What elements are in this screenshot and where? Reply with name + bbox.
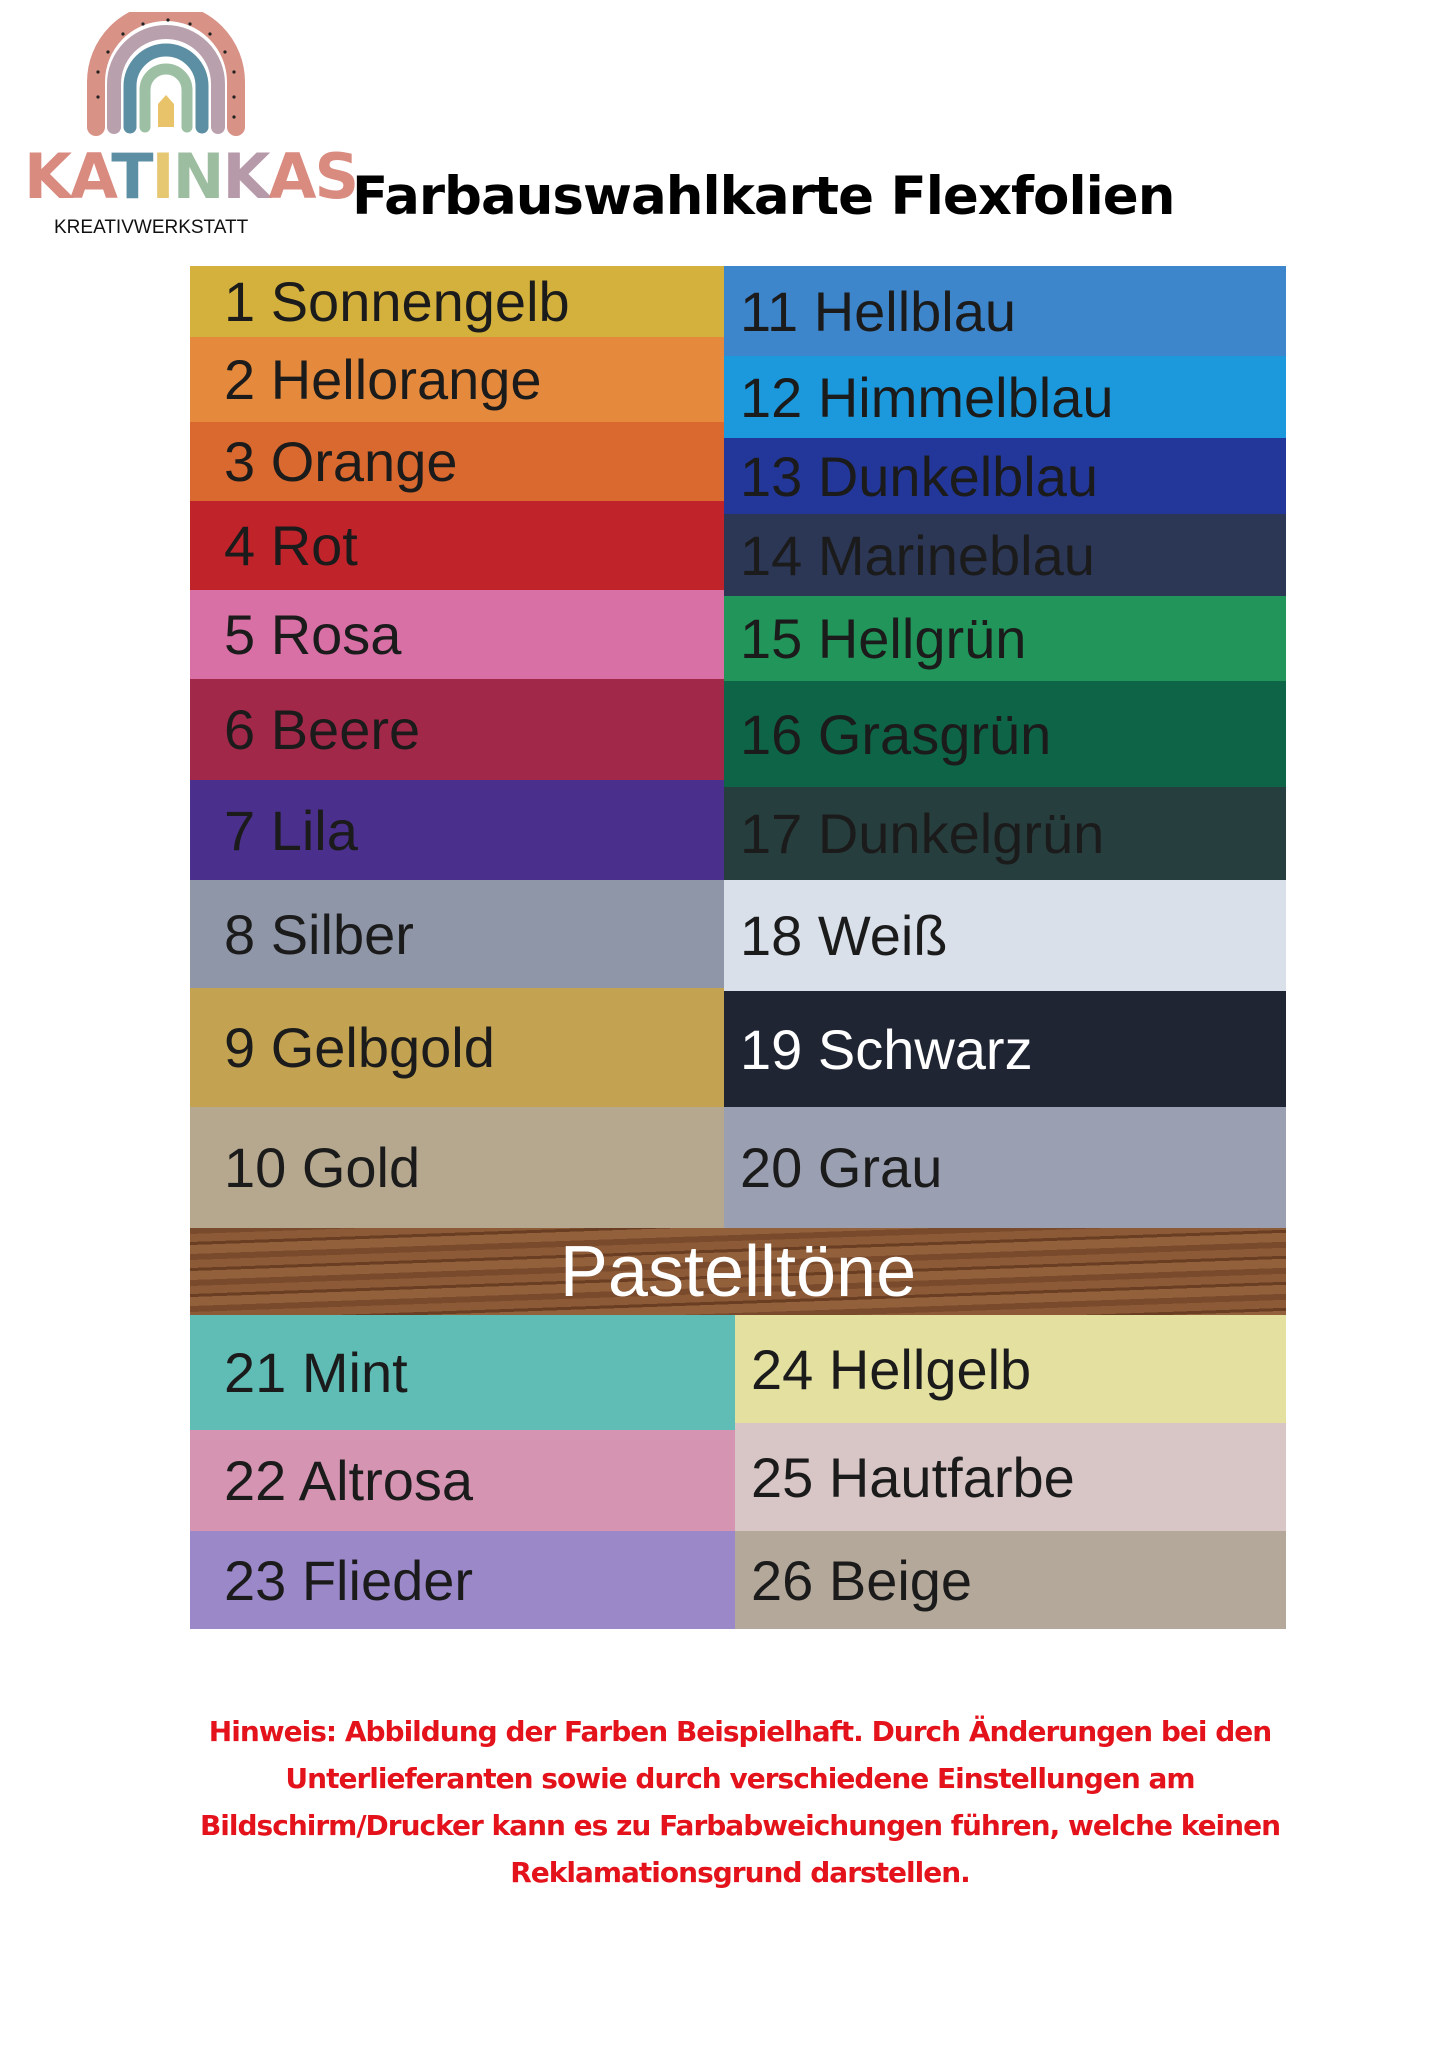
color-label: 16 Grasgrün (740, 702, 1052, 766)
color-label: 3 Orange (224, 430, 458, 493)
rainbow-icon (87, 3, 245, 136)
color-swatch: 3 Orange (190, 422, 724, 501)
color-swatch: 24 Hellgelb (735, 1315, 1286, 1423)
color-label: 13 Dunkelblau (740, 444, 1099, 508)
color-label: 9 Gelbgold (224, 1016, 495, 1079)
color-label: 17 Dunkelgrün (740, 802, 1105, 865)
color-swatch: 22 Altrosa (190, 1430, 735, 1531)
disclaimer-note: Hinweis: Abbildung der Farben Beispielha… (150, 1708, 1330, 1896)
color-label: 15 Hellgrün (740, 607, 1027, 670)
color-label: 10 Gold (224, 1136, 421, 1199)
color-swatch: 26 Beige (735, 1531, 1286, 1629)
color-swatch: 6 Beere (190, 679, 724, 780)
color-label: 7 Lila (224, 798, 358, 862)
color-swatch: 18 Weiß (724, 880, 1286, 991)
color-swatch: 5 Rosa (190, 590, 724, 679)
color-label: 2 Hellorange (224, 348, 542, 411)
color-label: 20 Grau (740, 1136, 943, 1199)
color-label: 25 Hautfarbe (751, 1445, 1075, 1509)
color-swatch: 20 Grau (724, 1107, 1286, 1228)
color-label: 1 Sonnengelb (224, 270, 570, 333)
color-label: 5 Rosa (224, 603, 402, 666)
color-label: 22 Altrosa (224, 1449, 474, 1512)
page-title: Farbauswahlkarte Flexfolien (352, 166, 1175, 227)
color-swatch: 2 Hellorange (190, 337, 724, 422)
color-swatch: 13 Dunkelblau (724, 438, 1286, 514)
color-label: 11 Hellblau (740, 279, 1017, 343)
color-label: 6 Beere (224, 698, 421, 761)
color-swatch: 9 Gelbgold (190, 988, 724, 1107)
color-label: 23 Flieder (224, 1548, 474, 1612)
color-label: 12 Himmelblau (740, 365, 1114, 429)
color-swatch: 1 Sonnengelb (190, 266, 724, 337)
pastel-section-header: Pastelltöne (190, 1228, 1286, 1315)
color-swatch: 4 Rot (190, 501, 724, 590)
color-swatch: 14 Marineblau (724, 514, 1286, 596)
color-label: 18 Weiß (740, 904, 948, 967)
color-swatch: 15 Hellgrün (724, 596, 1286, 681)
color-swatch: 17 Dunkelgrün (724, 787, 1286, 880)
color-label: 24 Hellgelb (751, 1337, 1032, 1401)
color-swatch: 10 Gold (190, 1107, 724, 1228)
color-swatch: 11 Hellblau (724, 266, 1286, 356)
note-line: Unterlieferanten sowie durch verschieden… (285, 1762, 1195, 1795)
color-label: 21 Mint (224, 1341, 408, 1404)
logo-tagline: KREATIVWERKSTATT (54, 217, 249, 238)
color-label: 26 Beige (751, 1548, 973, 1612)
katinkas-logo: KATINKAS KREATIVWERKSTATT (18, 3, 359, 242)
note-line: Bildschirm/Drucker kann es zu Farbabweic… (199, 1809, 1281, 1842)
color-swatch: 25 Hautfarbe (735, 1423, 1286, 1531)
color-swatch: 8 Silber (190, 880, 724, 988)
color-label: 4 Rot (224, 514, 358, 577)
color-swatch: 21 Mint (190, 1315, 735, 1430)
note-line: Reklamationsgrund darstellen. (510, 1856, 971, 1889)
color-swatch: 7 Lila (190, 780, 724, 880)
note-line: Hinweis: Abbildung der Farben Beispielha… (208, 1715, 1272, 1748)
logo-wordmark: KATINKAS (24, 140, 359, 213)
color-label: 19 Schwarz (740, 1017, 1033, 1081)
color-swatch: 12 Himmelblau (724, 356, 1286, 438)
color-swatch: 16 Grasgrün (724, 681, 1286, 787)
color-label: 14 Marineblau (740, 523, 1095, 587)
color-swatch: 19 Schwarz (724, 991, 1286, 1107)
color-swatch: 23 Flieder (190, 1531, 735, 1629)
color-label: 8 Silber (224, 902, 414, 966)
